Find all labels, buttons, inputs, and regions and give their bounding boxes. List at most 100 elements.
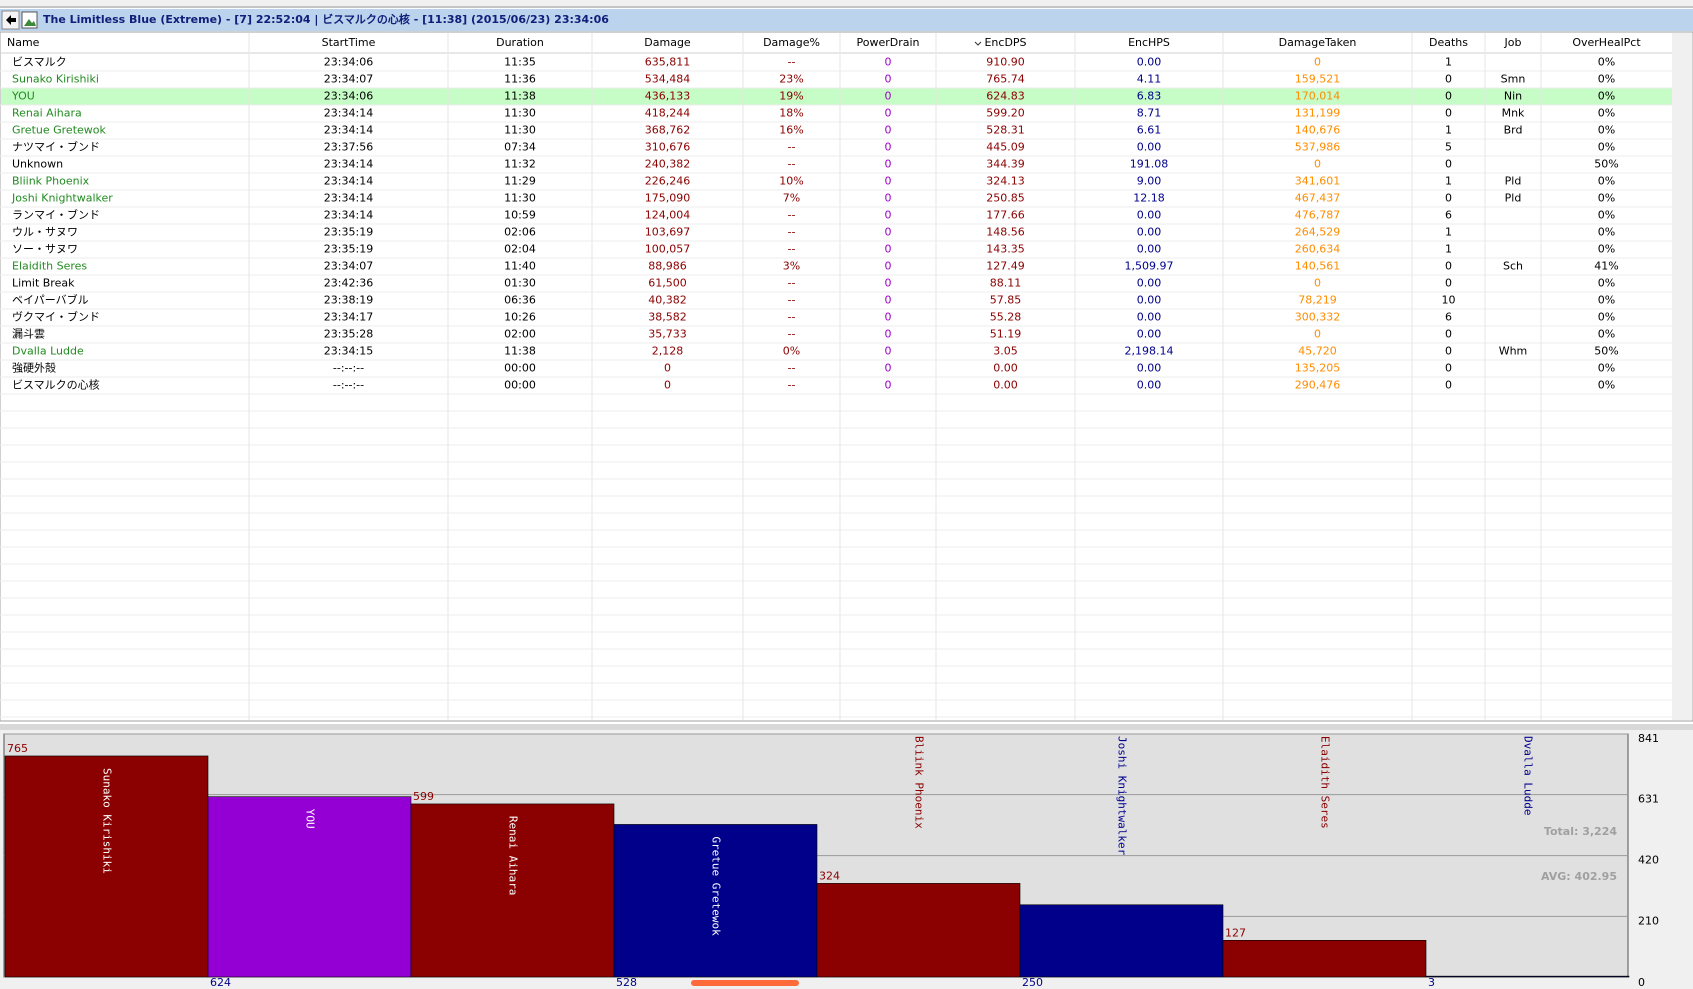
data-cell: 23:42:36 [324, 277, 373, 290]
bar-name-label: Sunako Kirishiki [101, 768, 114, 874]
data-cell: 0.00 [1137, 209, 1162, 222]
scroll-indicator[interactable] [691, 980, 799, 986]
data-cell: 6 [1445, 311, 1452, 324]
column-header[interactable]: Damage [644, 36, 691, 49]
data-cell: 23:35:28 [324, 328, 373, 341]
data-cell: 0.00 [1137, 362, 1162, 375]
column-header[interactable]: StartTime [322, 36, 376, 49]
data-cell: 131,199 [1295, 107, 1341, 120]
header-row [1, 33, 1672, 53]
data-cell: 11:30 [504, 192, 536, 205]
table: Name StartTime Duration Damage Damage% PowerD… [0, 33, 1672, 720]
data-cell: 143.35 [986, 243, 1025, 256]
data-cell: 61,500 [648, 277, 687, 290]
data-cell: 140,561 [1295, 260, 1341, 273]
data-cell: 78,219 [1298, 294, 1337, 307]
data-cell: 624.83 [986, 90, 1025, 103]
bar-name-label: Bliink Phoenix [913, 736, 926, 829]
data-cell: 0.00 [993, 362, 1018, 375]
data-cell: 40,382 [648, 294, 687, 307]
column-header[interactable]: Name [7, 36, 40, 49]
name-cell: ソー・サヌワ [12, 243, 78, 256]
data-cell: 23:34:06 [324, 56, 373, 69]
name-cell: Bliink Phoenix [12, 175, 90, 188]
bar-value-label: 127 [1225, 926, 1246, 939]
data-cell: 0 [885, 294, 892, 307]
data-cell: 300,332 [1295, 311, 1341, 324]
data-cell: 0 [885, 379, 892, 392]
data-cell: 250.85 [986, 192, 1025, 205]
column-header[interactable]: Job [1504, 36, 1522, 49]
data-cell: 0% [1598, 294, 1615, 307]
data-cell: 50% [1594, 345, 1618, 358]
data-cell: 11:38 [504, 345, 536, 358]
data-cell: 23:34:14 [324, 209, 373, 222]
title-bar [0, 9, 1693, 31]
data-cell: 0 [885, 243, 892, 256]
splitter[interactable] [0, 724, 1693, 730]
data-cell: 02:04 [504, 243, 536, 256]
data-cell: 0 [885, 73, 892, 86]
data-cell: 0.00 [1137, 294, 1162, 307]
data-cell: 4.11 [1137, 73, 1162, 86]
chart: 0 210 420 631 841 765 Sunako Kirishiki 624 YOU 59… [3, 732, 1659, 989]
column-header[interactable]: OverHealPct [1572, 36, 1641, 49]
data-cell: 0 [1314, 277, 1321, 290]
data-cell: 191.08 [1130, 158, 1169, 171]
column-header[interactable]: Damage% [763, 36, 820, 49]
data-cell: 324.13 [986, 175, 1025, 188]
data-cell: 0 [885, 175, 892, 188]
data-cell: 11:40 [504, 260, 536, 273]
data-cell: 0% [783, 345, 800, 358]
data-cell: 0 [885, 345, 892, 358]
data-cell: 10 [1442, 294, 1456, 307]
data-cell: 0 [1445, 90, 1452, 103]
data-cell: 10:59 [504, 209, 536, 222]
column-header[interactable]: Deaths [1429, 36, 1468, 49]
data-cell: 765.74 [986, 73, 1025, 86]
name-cell: 強硬外殻 [12, 361, 56, 375]
data-cell: 170,014 [1295, 90, 1341, 103]
data-cell: 175,090 [645, 192, 691, 205]
column-header[interactable]: PowerDrain [856, 36, 919, 49]
data-cell: 0% [1598, 328, 1615, 341]
data-cell: 2,128 [652, 345, 684, 358]
data-cell: 23:35:19 [324, 243, 373, 256]
bar-value-label: 528 [616, 976, 637, 989]
y-tick-label: 0 [1638, 976, 1645, 989]
column-header[interactable]: EncDPS [984, 36, 1026, 49]
data-cell: 0 [885, 90, 892, 103]
data-cell: 06:36 [504, 294, 536, 307]
data-cell: 23:38:19 [324, 294, 373, 307]
column-header[interactable]: Duration [496, 36, 544, 49]
data-cell: 1,509.97 [1125, 260, 1174, 273]
data-cell: 11:29 [504, 175, 536, 188]
data-cell: Smn [1501, 73, 1526, 86]
data-cell: 290,476 [1295, 379, 1341, 392]
column-header[interactable]: DamageTaken [1279, 36, 1357, 49]
data-cell: 88,986 [648, 260, 687, 273]
data-cell: 0% [1598, 243, 1615, 256]
data-cell: 436,133 [645, 90, 691, 103]
scrollbar [1672, 33, 1692, 720]
data-cell: 41% [1594, 260, 1618, 273]
data-cell: 1 [1445, 56, 1452, 69]
data-cell: 18% [779, 107, 803, 120]
bar-name-label: Renai Aihara [507, 816, 520, 895]
data-cell: 467,437 [1295, 192, 1341, 205]
row-highlight [1, 88, 1672, 105]
data-cell: 0 [885, 141, 892, 154]
data-cell: 260,634 [1295, 243, 1341, 256]
data-cell: 0 [1445, 328, 1452, 341]
data-cell: 537,986 [1295, 141, 1341, 154]
data-cell: 23% [779, 73, 803, 86]
data-cell: 0 [1445, 73, 1452, 86]
column-header[interactable]: EncHPS [1128, 36, 1170, 49]
name-cell: Joshi Knightwalker [11, 192, 113, 205]
data-cell: 0.00 [1137, 243, 1162, 256]
data-cell: 23:34:06 [324, 90, 373, 103]
data-cell: 23:34:14 [324, 192, 373, 205]
data-cell: 11:38 [504, 90, 536, 103]
data-cell: 00:00 [504, 379, 536, 392]
bar-name-label: Joshi Knightwalker [1116, 736, 1129, 856]
